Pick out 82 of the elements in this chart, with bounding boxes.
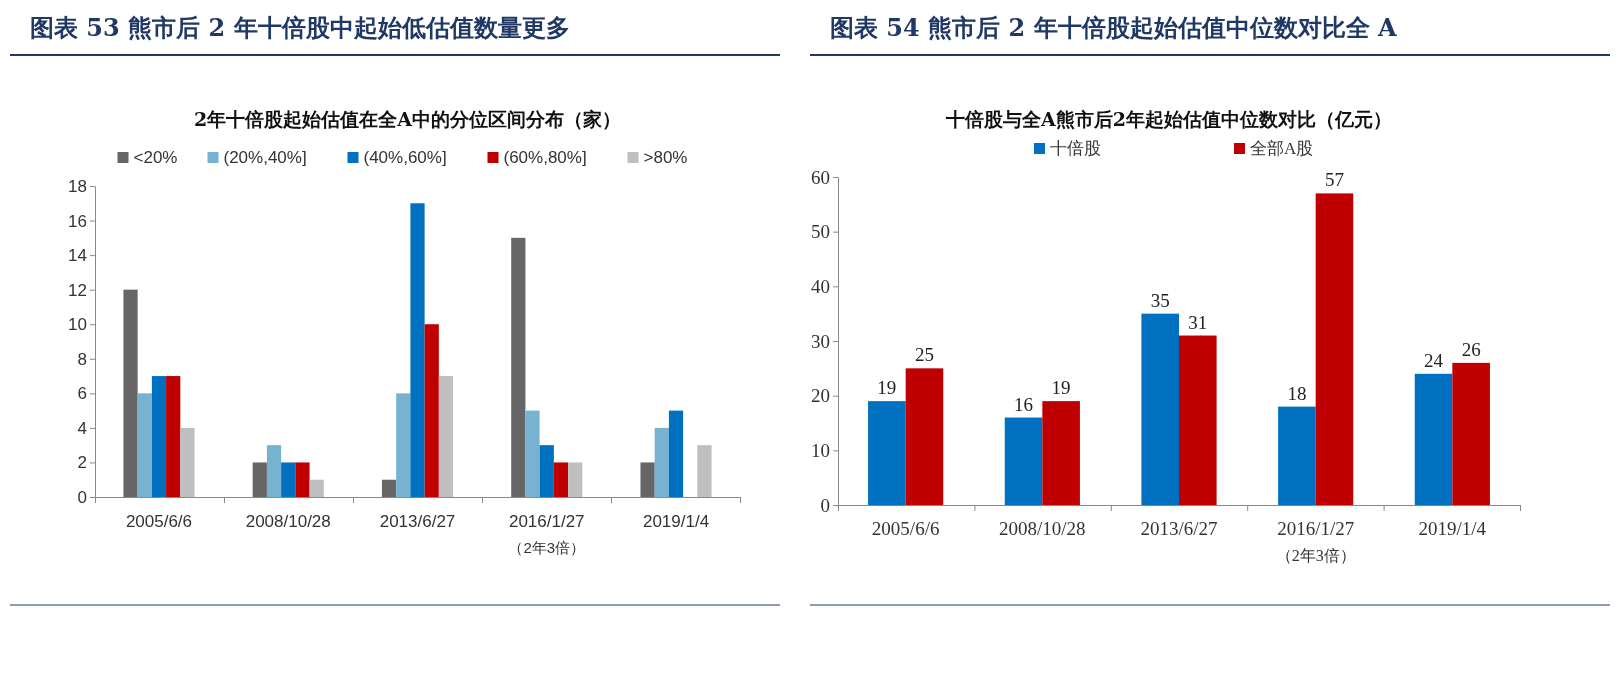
bar [1179, 335, 1217, 505]
legend-label: 十倍股 [1050, 139, 1101, 158]
bar [438, 376, 454, 497]
bar [396, 393, 411, 497]
bar [553, 462, 569, 497]
legend-label: <20% [133, 148, 178, 167]
y-tick-label: 20 [811, 385, 830, 407]
legend-label: (40%,60%] [363, 148, 447, 167]
bar [295, 462, 310, 497]
x-tick-label: 2005/6/6 [125, 512, 193, 531]
y-tick-label: 40 [811, 275, 830, 297]
y-tick-label: 50 [811, 221, 830, 243]
data-label: 19 [1051, 377, 1071, 399]
y-tick-label: 14 [68, 246, 87, 266]
legend-label: 全部A股 [1250, 139, 1314, 158]
data-label: 25 [914, 344, 934, 366]
bar [697, 445, 712, 497]
bar [1414, 373, 1453, 505]
y-tick-label: 10 [811, 439, 830, 461]
chart-title: 图表 53 熊市后 2 年十倍股中起始低估值数量更多 [30, 13, 570, 42]
bar [640, 462, 655, 497]
bar [309, 479, 324, 497]
y-tick-label: 16 [68, 211, 87, 231]
bar [654, 427, 669, 497]
y-tick-label: 12 [68, 280, 87, 300]
bar [1278, 406, 1316, 505]
bar [252, 462, 267, 497]
chart-title: 图表 54 熊市后 2 年十倍股起始估值中位数对比全 A [830, 13, 1397, 42]
y-tick-label: 6 [77, 384, 87, 404]
bar [525, 410, 540, 497]
y-tick-label: 4 [77, 418, 87, 438]
bar [1141, 313, 1179, 505]
x-tick-label: 2019/1/4 [1418, 518, 1487, 539]
x-tick-label: 2016/1/27 （2年3倍） [508, 512, 586, 556]
data-label: 35 [1150, 289, 1170, 311]
data-label: 31 [1188, 311, 1208, 333]
x-tick-label: 2019/1/4 [642, 512, 710, 531]
bar [123, 289, 138, 497]
bar [539, 445, 554, 497]
bar [668, 410, 684, 497]
y-tick-label: 30 [811, 330, 830, 352]
legend-label: >80% [643, 148, 688, 167]
x-tick-label: 2013/6/27 [379, 512, 456, 531]
x-tick-label: 2008/10/28 [999, 518, 1086, 539]
bar [266, 445, 282, 497]
data-label: 57 [1324, 169, 1344, 191]
y-tick-label: 10 [68, 315, 87, 335]
legend-label: (20%,40%] [223, 148, 307, 167]
bar [568, 462, 583, 497]
bar [137, 393, 152, 497]
x-tick-label: 2016/1/27 （2年3倍） [1275, 518, 1356, 564]
bar [905, 368, 944, 505]
bar [180, 427, 195, 497]
x-tick-label: 2008/10/28 [245, 512, 331, 531]
bar [381, 479, 397, 497]
bar [281, 462, 296, 497]
y-tick-label: 8 [77, 349, 87, 369]
legend-label: (60%,80%] [503, 148, 587, 167]
data-label: 16 [1014, 393, 1034, 415]
bar [166, 376, 181, 497]
bar [1452, 362, 1490, 505]
data-label: 19 [877, 377, 897, 399]
bar [868, 401, 906, 505]
chart-subtitle: 2年十倍股起始估值在全A中的分位区间分布（家） [194, 108, 621, 130]
bar [424, 324, 439, 497]
bar [1042, 401, 1080, 505]
data-label: 26 [1461, 338, 1481, 360]
bar [511, 237, 526, 497]
x-tick-label: 2013/6/27 [1140, 518, 1218, 539]
bar [1315, 193, 1354, 505]
y-tick-label: 0 [820, 494, 830, 516]
data-label: 24 [1424, 349, 1444, 371]
bar [151, 376, 167, 497]
y-tick-label: 60 [811, 166, 830, 188]
chart-subtitle: 十倍股与全A熊市后2年起始估值中位数对比（亿元） [945, 108, 1392, 130]
bar [1004, 417, 1043, 505]
y-tick-label: 2 [77, 453, 87, 473]
data-label: 18 [1287, 382, 1307, 404]
y-tick-label: 0 [77, 487, 87, 507]
x-tick-label: 2005/6/6 [871, 518, 940, 539]
bar [410, 203, 425, 497]
y-tick-label: 18 [68, 176, 87, 196]
